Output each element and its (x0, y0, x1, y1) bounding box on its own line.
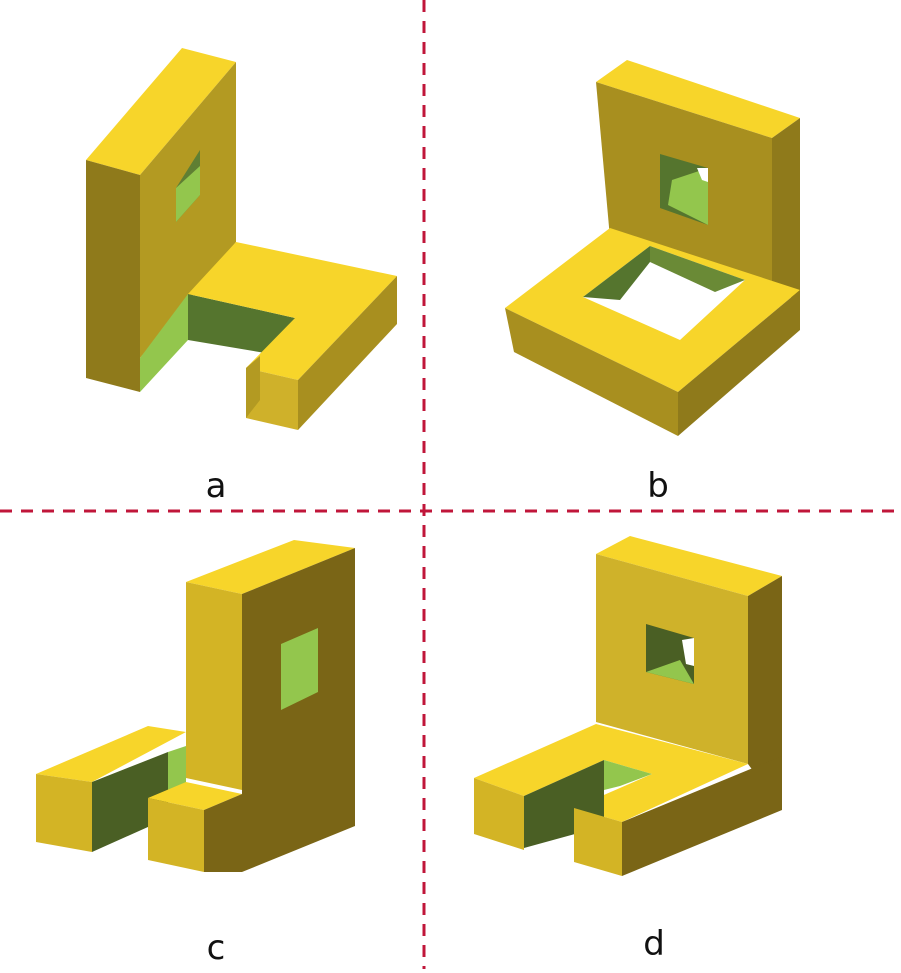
shape-c-icon (36, 540, 355, 872)
label-a: a (205, 466, 227, 506)
shape-b-icon (505, 60, 800, 436)
shape-d-icon (474, 536, 782, 876)
label-b: b (647, 466, 669, 506)
shape-a-icon (86, 48, 397, 430)
label-d: d (643, 924, 665, 964)
label-c: c (206, 928, 226, 968)
